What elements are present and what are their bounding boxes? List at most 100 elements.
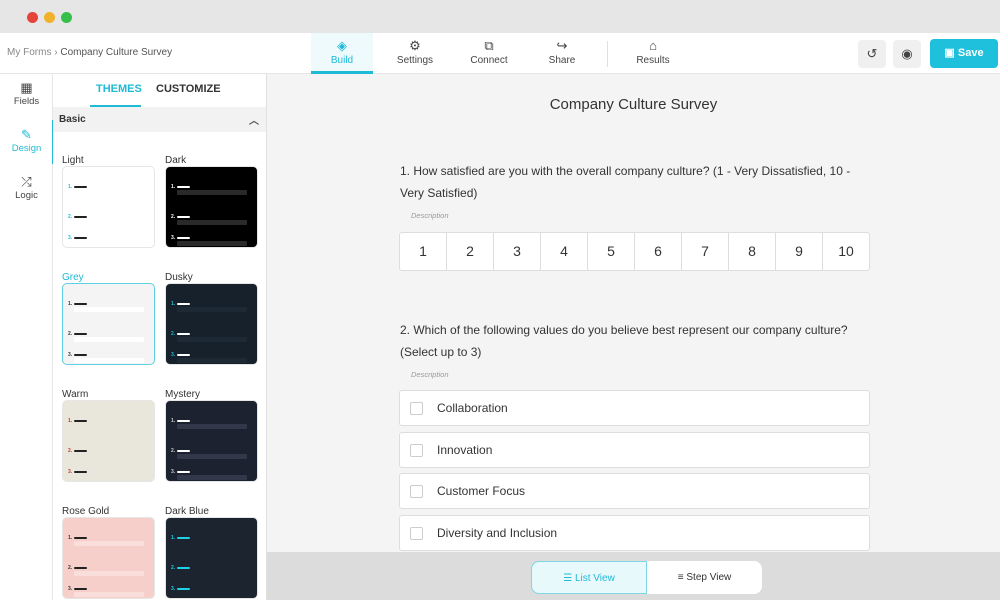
design-panel: THEMES CUSTOMIZE Basic ︿ Light 1. 2. 3. Dark 1… (53, 74, 267, 600)
maximize-window-button[interactable] (61, 12, 72, 23)
checkbox[interactable] (410, 443, 423, 457)
rating-option[interactable]: 10 (838, 243, 854, 259)
theme-preview-field (74, 190, 144, 195)
checkbox[interactable] (410, 485, 423, 498)
theme-preview-row: 3. (171, 469, 191, 475)
checkbox[interactable] (410, 526, 423, 540)
rating-option[interactable]: 3 (494, 233, 541, 270)
theme-preview-row: 3. (171, 235, 191, 241)
theme-preview-row: 2. (68, 214, 88, 220)
theme-label: Rose Gold (62, 506, 110, 517)
theme-card-grey[interactable]: 1. 2. 3. (62, 283, 155, 365)
minimize-window-button[interactable] (44, 12, 55, 23)
theme-label: Grey (62, 272, 84, 283)
preview-button[interactable]: ◉ (893, 40, 921, 68)
history-button[interactable]: ↺ (858, 40, 886, 68)
theme-preview-field (74, 307, 144, 312)
theme-preview-field (177, 571, 247, 576)
theme-preview-field (177, 454, 247, 459)
theme-card-dark-blue[interactable]: 1. 2. 3. (165, 517, 258, 599)
tab-label: Results (636, 55, 670, 66)
question-2-description[interactable]: Description (411, 370, 449, 379)
theme-card-light[interactable]: 1. 2. 3. (62, 166, 155, 248)
tab-connect[interactable]: ⧉ Connect (458, 33, 520, 74)
breadcrumb-current: Company Culture Survey (60, 47, 173, 58)
theme-card-warm[interactable]: 1. 2. 3. (62, 400, 155, 482)
tab-underline (90, 105, 141, 107)
choice-option[interactable]: Collaboration (399, 390, 870, 426)
rail-item-fields[interactable]: ▦ Fields (0, 80, 53, 107)
tab-label: Share (548, 55, 576, 66)
rating-scale: 1 2 3 4 5 6 7 8 9 10 (399, 232, 870, 271)
theme-preview-row: 2. (171, 331, 191, 337)
form-title[interactable]: Company Culture Survey (549, 96, 718, 113)
question-1-description[interactable]: Description (411, 211, 449, 220)
theme-label: Dark Blue (165, 506, 209, 517)
close-window-button[interactable] (27, 12, 38, 23)
tab-label: Settings (396, 55, 434, 66)
theme-label: Mystery (165, 389, 200, 400)
breadcrumb-my-forms[interactable]: My Forms (7, 47, 52, 58)
theme-preview-field (74, 541, 144, 546)
theme-card-dark[interactable]: 1. 2. 3. (165, 166, 258, 248)
theme-preview-row: 3. (68, 469, 88, 475)
rating-option[interactable]: 7 (682, 233, 729, 270)
rating-option[interactable]: 9 (776, 233, 823, 270)
choice-option[interactable]: Diversity and Inclusion (399, 514, 870, 551)
choice-option[interactable]: Innovation (399, 431, 870, 468)
choice-option[interactable]: Customer Focus (399, 473, 870, 509)
tab-settings[interactable]: ⚙ Settings (384, 33, 446, 74)
theme-preview-row: 1. (68, 535, 88, 541)
rail-item-logic[interactable]: ⤮ Logic (0, 174, 53, 201)
section-basic[interactable]: Basic ︿ (53, 107, 266, 132)
theme-preview-row: 2. (68, 331, 88, 337)
checkbox[interactable] (410, 402, 423, 415)
question-2[interactable]: 2. Which of the following values do you … (400, 323, 848, 359)
choice-label: Diversity and Inclusion (437, 525, 558, 540)
divider (607, 41, 608, 67)
rating-option[interactable]: 6 (635, 233, 682, 270)
brush-icon: ✎ (21, 127, 32, 142)
rail-label: Logic (15, 190, 38, 201)
theme-preview-field (177, 190, 247, 195)
top-header: My Forms › Company Culture Survey ◈ Build… (0, 33, 1000, 74)
theme-preview-row: 1. (171, 301, 191, 307)
question-1[interactable]: 1. How satisfied are you with the overal… (400, 164, 851, 200)
theme-preview-row: 1. (68, 418, 88, 424)
tab-label: Connect (470, 55, 508, 66)
list-view-button[interactable]: ☰ List View (531, 561, 647, 594)
theme-preview-field (74, 424, 144, 429)
rating-option[interactable]: 5 (588, 233, 635, 270)
theme-card-mystery[interactable]: 1. 2. 3. (165, 400, 258, 482)
layers-icon: ◈ (337, 38, 347, 53)
tab-share[interactable]: ↪ Share (531, 33, 593, 74)
tab-results[interactable]: ⌂ Results (622, 33, 684, 74)
rating-option[interactable]: 4 (541, 233, 588, 270)
theme-preview-row: 1. (68, 184, 88, 190)
rating-option[interactable]: 1 (400, 233, 447, 270)
puzzle-icon: ⧉ (484, 38, 494, 53)
view-toggle-bar: ☰ List View ≡ Step View (267, 552, 1000, 600)
theme-preview-field (74, 454, 144, 459)
theme-preview-field (177, 220, 247, 225)
rail-item-design[interactable]: ✎ Design (0, 127, 53, 154)
save-button[interactable]: ▣ Save (930, 39, 998, 68)
theme-preview-row: 1. (171, 418, 191, 424)
theme-preview-field (74, 337, 144, 342)
history-icon: ↺ (866, 46, 878, 61)
shuffle-icon: ⤮ (21, 174, 32, 189)
step-view-button[interactable]: ≡ Step View (647, 561, 762, 594)
theme-preview-row: 3. (171, 352, 191, 358)
rating-option[interactable]: 2 (447, 233, 494, 270)
tab-build[interactable]: ◈ Build (311, 33, 373, 74)
rating-option[interactable]: 8 (729, 233, 776, 270)
save-icon: ▣ (944, 47, 958, 59)
list-icon: ☰ (563, 573, 575, 584)
tab-customize[interactable]: CUSTOMIZE (156, 83, 221, 95)
theme-preview-field (177, 475, 247, 480)
theme-preview-field (177, 358, 247, 363)
tab-themes[interactable]: THEMES (96, 83, 142, 95)
step-icon: ≡ (677, 572, 687, 583)
theme-card-rose-gold[interactable]: 1. 2. 3. (62, 517, 155, 599)
theme-card-dusky[interactable]: 1. 2. 3. (165, 283, 258, 365)
